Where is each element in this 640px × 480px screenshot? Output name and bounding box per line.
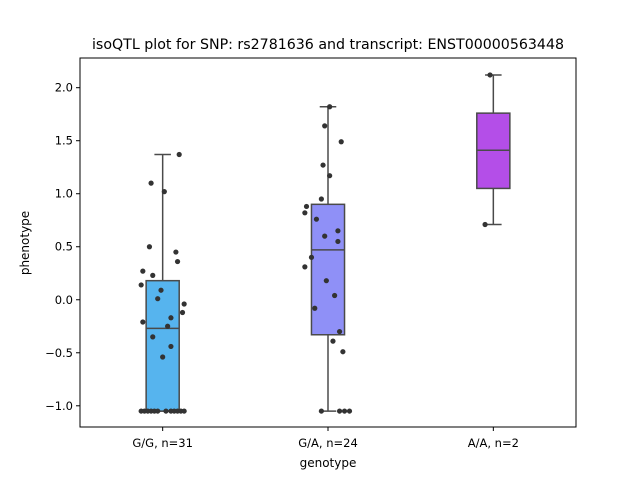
data-point	[158, 287, 164, 293]
data-point	[338, 139, 344, 145]
x-axis-label: genotype	[300, 456, 357, 470]
box-group-1	[145, 153, 180, 412]
y-tick-label: 0.0	[55, 293, 73, 307]
data-point	[148, 180, 154, 186]
data-point	[482, 221, 488, 228]
data-point	[155, 408, 161, 414]
data-point	[318, 196, 324, 202]
y-tick-label: 1.0	[55, 187, 73, 201]
y-tick-label: 0.5	[55, 240, 73, 254]
data-point	[174, 258, 181, 265]
data-point	[320, 162, 326, 168]
data-point	[312, 305, 318, 311]
box-iqr	[310, 203, 346, 336]
data-point	[327, 104, 333, 110]
box-iqr	[145, 279, 180, 412]
points-group-1	[138, 151, 187, 414]
data-point	[323, 278, 329, 284]
chart-title: isoQTL plot for SNP: rs2781636 and trans…	[92, 37, 564, 53]
data-point	[165, 323, 171, 329]
data-point	[336, 328, 343, 335]
data-point	[327, 173, 333, 179]
box-group-2	[310, 106, 346, 412]
data-point	[487, 72, 493, 78]
data-point	[302, 264, 308, 270]
data-point	[322, 233, 328, 239]
data-point	[138, 282, 144, 288]
y-tick-label: 1.5	[55, 134, 73, 148]
data-point	[181, 301, 187, 307]
data-point	[155, 296, 161, 302]
data-point	[302, 210, 308, 216]
data-point	[330, 338, 336, 344]
x-tick-label: A/A, n=2	[468, 436, 519, 450]
y-tick-label: −1.0	[45, 399, 73, 413]
data-point	[146, 244, 153, 250]
data-point	[173, 249, 179, 255]
points-group-2	[302, 104, 353, 414]
data-point	[346, 408, 353, 414]
data-point	[140, 319, 146, 325]
y-tick-label: 2.0	[55, 81, 73, 95]
box-group-3	[476, 74, 511, 226]
data-point	[161, 189, 167, 195]
data-point	[318, 408, 324, 414]
data-point	[336, 408, 343, 414]
points-group-3	[482, 72, 493, 228]
data-point	[181, 408, 187, 414]
data-point	[335, 228, 341, 234]
data-point	[163, 408, 169, 414]
data-point	[150, 334, 156, 340]
data-point	[179, 309, 186, 316]
data-point	[308, 254, 315, 260]
y-tick-label: −0.5	[45, 346, 73, 360]
data-point	[168, 343, 174, 350]
data-point	[340, 349, 346, 355]
data-point	[140, 268, 146, 274]
y-axis-label: phenotype	[18, 211, 32, 275]
data-point	[176, 151, 182, 158]
data-point	[150, 272, 156, 278]
data-point	[332, 292, 338, 299]
data-point	[303, 203, 310, 210]
data-point	[341, 408, 348, 414]
x-tick-label: G/A, n=24	[298, 436, 358, 450]
data-point	[160, 354, 166, 360]
data-point	[313, 216, 320, 222]
data-point	[335, 238, 341, 245]
data-point	[168, 315, 174, 321]
x-tick-label: G/G, n=31	[132, 436, 193, 450]
data-point	[322, 123, 328, 129]
